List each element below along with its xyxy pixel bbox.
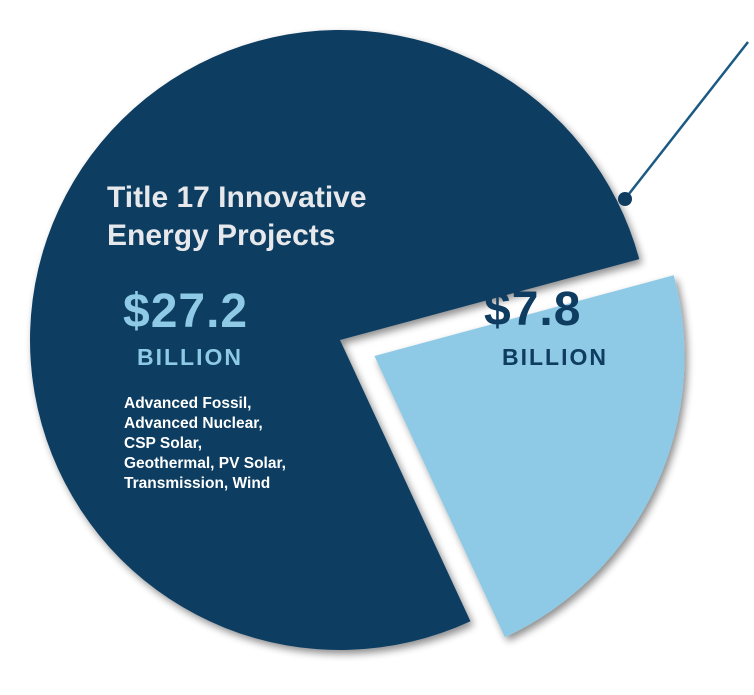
main-slice-unit: BILLION <box>137 344 243 370</box>
detail-line: Transmission, Wind <box>124 475 271 492</box>
main-slice-value: $27.2 <box>123 285 249 338</box>
leader-line <box>624 41 749 200</box>
main-slice-details: Advanced Fossil, Advanced Nuclear, CSP S… <box>124 394 384 494</box>
detail-line: Geothermal, PV Solar, <box>124 455 286 472</box>
detail-line: CSP Solar, <box>124 435 203 452</box>
small-slice-unit: BILLION <box>502 344 608 370</box>
small-slice-value: $7.8 <box>484 283 582 336</box>
detail-line: Advanced Nuclear, <box>124 415 263 432</box>
leader-dot <box>618 192 632 206</box>
pie-slice-title-17 <box>30 30 640 651</box>
main-slice-title: Title 17 Innovative Energy Projects <box>107 181 367 252</box>
detail-line: Advanced Fossil, <box>124 395 252 412</box>
pie-slice-exploded <box>374 275 685 638</box>
